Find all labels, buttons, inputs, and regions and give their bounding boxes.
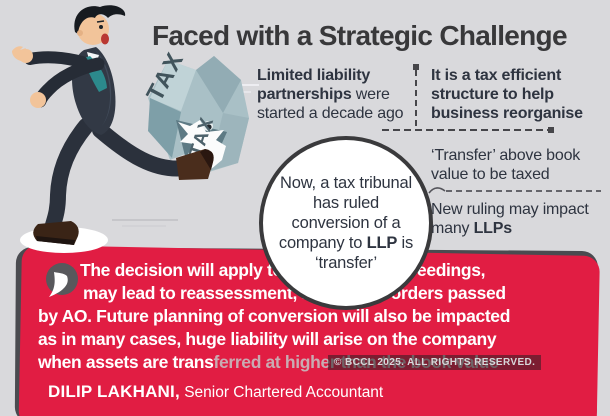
tax-label-front: TAX [186,114,219,160]
attribution-role: Senior Chartered Accountant [179,384,384,401]
fact-transfer-taxed: ‘Transfer’ above book value to be taxed [431,147,581,183]
circle-callout-text: Now, a tax tribunal has ruled conversion… [278,174,414,272]
copyright-watermark: © BCCL 2025. ALL RIGHTS RESERVED. [328,355,542,370]
fact-new-ruling: New ruling may impact many LLPs [431,201,589,237]
quote-icon [46,263,78,297]
tax-label-back: TAX [141,47,189,106]
tax-paper-monster-icon: TAX TAX [141,47,249,172]
connector-cap [548,127,554,133]
quote-line: by AO. Future planning of conversion wil… [38,306,511,326]
quote-attribution: DILIP LAKHANI, Senior Chartered Accounta… [48,382,600,402]
circle-callout: Now, a tax tribunal has ruled conversion… [259,136,433,310]
page-title: Faced with a Strategic Challenge [152,20,568,51]
divider-squiggle [428,187,446,194]
speed-lines-icon [112,84,259,227]
fact-llp-history: Limited liability partnerships were star… [257,67,404,122]
fact-tax-efficient: It is a tax efficient structure to help … [431,67,583,122]
attribution-name: DILIP LAKHANI, [48,382,180,401]
quote-line: as in many cases, huge liability will ar… [38,329,497,349]
